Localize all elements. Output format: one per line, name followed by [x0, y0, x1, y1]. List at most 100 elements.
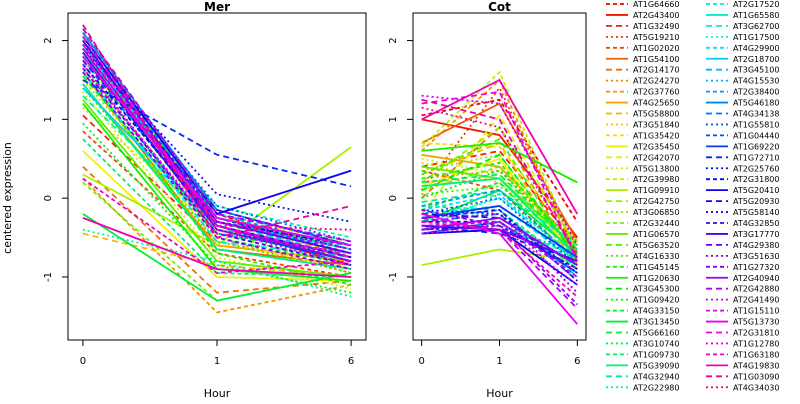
- legend-item: AT4G32940: [606, 372, 679, 381]
- legend-label: AT2G42750: [633, 197, 679, 206]
- legend-item: AT3G51630: [706, 252, 779, 261]
- series-group: [420, 70, 579, 325]
- legend-label: AT2G41490: [733, 296, 779, 305]
- legend-item: AT1G17500: [706, 33, 779, 42]
- series-line-AT1G06570: [82, 99, 352, 278]
- legend-label: AT5G13800: [633, 164, 679, 173]
- legend-item: AT1G65580: [706, 11, 779, 20]
- x-tick-label: 0: [80, 356, 86, 367]
- series-line-AT5G66160: [421, 173, 578, 251]
- series-line-AT4G32940: [82, 95, 352, 247]
- legend-label: AT5G66160: [633, 329, 679, 338]
- series-line-AT3G45300: [421, 153, 579, 258]
- legend-item: AT5G20930: [706, 197, 779, 206]
- legend-label: AT2G25760: [733, 164, 779, 173]
- series-line-AT1G03090: [82, 24, 352, 239]
- legend-label: AT4G32940: [633, 372, 679, 381]
- legend-label: AT1G65580: [733, 11, 779, 20]
- legend-item: AT1G27320: [706, 263, 779, 272]
- legend-item: AT2G17520: [706, 0, 779, 9]
- series-line-AT1G09420: [82, 122, 352, 294]
- legend-label: AT2G31810: [733, 329, 779, 338]
- series-line-AT3G13450: [82, 213, 352, 302]
- y-tick-label: -1: [43, 272, 54, 282]
- legend-label: AT1G72710: [733, 153, 779, 162]
- legend-label: AT1G32490: [633, 22, 679, 31]
- series-line-AT1G69220: [421, 205, 578, 259]
- series-line-AT1G35420: [421, 142, 578, 243]
- series-line-AT2G24270: [421, 169, 578, 251]
- series-line-AT4G29900: [421, 193, 578, 270]
- chart-panels: Mer 0 1 6 Hour 2 1 0 -1 Cot 0 1 6 Hour 2 1 0 -1: [43, 0, 587, 400]
- legend-label: AT1G09730: [633, 350, 679, 359]
- x-tick-label: 6: [574, 356, 580, 367]
- series-line-AT5G13730: [421, 213, 578, 325]
- series-line-AT1G69220: [82, 51, 352, 263]
- x-tick-label: 1: [496, 356, 502, 367]
- legend-label: AT1G20630: [633, 274, 679, 283]
- legend-item: AT5G58800: [606, 110, 679, 119]
- legend-item: AT4G19830: [706, 361, 779, 370]
- legend-label: AT4G15530: [733, 77, 779, 86]
- series-line-AT5G58140: [421, 224, 578, 270]
- panel-title: Mer: [204, 0, 230, 14]
- legend-label: AT3G51630: [733, 252, 779, 261]
- legend-item: AT5G46180: [706, 99, 779, 108]
- legend-label: AT1G12780: [733, 339, 779, 348]
- series-line-AT2G38400: [421, 189, 578, 262]
- legend-label: AT2G42880: [733, 285, 779, 294]
- legend-item: AT2G25760: [706, 164, 779, 173]
- legend-label: AT1G15110: [733, 307, 779, 316]
- legend-item: AT5G63520: [606, 241, 679, 250]
- legend-item: AT1G32490: [606, 22, 679, 31]
- legend-label: AT4G25650: [633, 99, 679, 108]
- series-line-AT4G19830: [421, 78, 579, 215]
- legend-label: AT1G09420: [633, 296, 679, 305]
- legend-item: AT2G43400: [606, 11, 679, 20]
- x-tick-label: 0: [418, 356, 424, 367]
- legend-item: AT3G62700: [706, 22, 779, 31]
- legend-item: AT2G42750: [606, 197, 679, 206]
- series-line-AT1G03090: [421, 98, 579, 258]
- series-line-AT5G58800: [82, 232, 352, 278]
- y-tick-label: 2: [43, 37, 54, 43]
- panel-mer: Mer 0 1 6 Hour 2 1 0 -1: [43, 0, 367, 400]
- y-tick-label: 0: [43, 195, 54, 201]
- legend-label: AT2G14170: [633, 66, 679, 75]
- series-line-AT3G62700: [421, 205, 578, 262]
- legend-label: AT5G39090: [633, 361, 679, 370]
- legend-item: AT1G63180: [706, 350, 779, 359]
- legend-label: AT3G62700: [733, 22, 779, 31]
- legend-label: AT4G32850: [733, 219, 779, 228]
- legend-item: AT3G45100: [706, 66, 779, 75]
- legend-item: AT2G22980: [606, 383, 679, 392]
- legend-label: AT5G46180: [733, 99, 779, 108]
- series-line-AT4G29380: [82, 59, 352, 247]
- legend-label: AT4G29900: [733, 44, 779, 53]
- panel-title: Cot: [488, 0, 511, 14]
- legend-label: AT4G16330: [633, 252, 679, 261]
- legend-label: AT1G27320: [733, 263, 779, 272]
- legend-item: AT1G09730: [606, 350, 679, 359]
- series-line-AT1G55810: [421, 197, 578, 266]
- legend-item: AT5G58140: [706, 208, 779, 217]
- panel-cot: Cot 0 1 6 Hour 2 1 0 -1: [388, 0, 587, 400]
- legend-label: AT1G03090: [733, 372, 779, 381]
- legend-label: AT1G45145: [633, 263, 679, 272]
- legend-item: AT1G15110: [706, 307, 779, 316]
- series-line-AT1G72710: [82, 79, 352, 188]
- series-line-AT3G17770: [82, 40, 352, 255]
- series-line-AT2G31810: [421, 90, 579, 262]
- legend-item: AT5G39090: [606, 361, 679, 370]
- legend-item: AT5G66160: [606, 329, 679, 338]
- x-axis-label: Hour: [486, 387, 513, 400]
- legend-item: AT1G69220: [706, 142, 779, 151]
- legend-label: AT2G31800: [733, 175, 779, 184]
- legend-item: AT4G15530: [706, 77, 779, 86]
- legend-label: AT5G20930: [733, 197, 779, 206]
- legend-item: AT3G45300: [606, 285, 679, 294]
- series-line-AT4G19830: [82, 217, 352, 278]
- legend-item: AT3G51840: [606, 120, 679, 129]
- series-line-AT1G15110: [421, 220, 578, 278]
